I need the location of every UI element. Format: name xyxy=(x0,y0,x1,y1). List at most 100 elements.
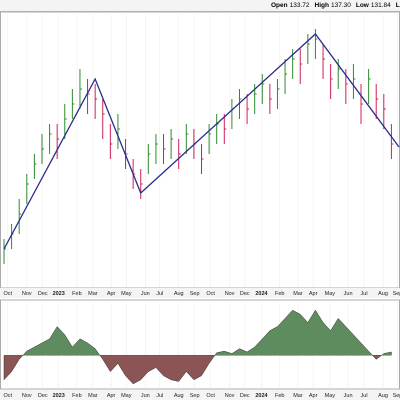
x-tick-label: 2023 xyxy=(53,291,65,297)
x-tick-label: Jul xyxy=(361,291,368,297)
x-tick-label: Aug xyxy=(174,291,184,297)
x-tick-label: Mar xyxy=(88,291,98,297)
price-bar xyxy=(163,134,166,164)
header-value: 137.30 xyxy=(330,2,351,9)
price-bar xyxy=(299,49,303,84)
x-tick-label: Apr xyxy=(309,291,318,297)
oscillator-area-negative xyxy=(3,355,392,385)
header-label: Open xyxy=(271,2,288,9)
price-bar xyxy=(79,69,82,109)
price-bar xyxy=(3,239,6,264)
price-bar xyxy=(261,74,265,104)
x-tick-label: Aug xyxy=(378,291,388,297)
x-tick-label: Aug xyxy=(378,393,388,399)
x-tick-label: Nov xyxy=(22,393,32,399)
x-tick-label: 2024 xyxy=(255,291,268,297)
x-tick-label: Feb xyxy=(275,393,284,399)
header-value: 131.84 xyxy=(370,2,391,9)
price-bar xyxy=(330,64,333,99)
x-tick-label: Jul xyxy=(156,291,163,297)
price-bar xyxy=(11,224,14,249)
price-bar xyxy=(140,169,143,199)
x-tick-label: Dec xyxy=(240,393,250,399)
x-tick-label: Jun xyxy=(344,291,353,297)
price-bar xyxy=(117,114,120,149)
x-tick-label: Oct xyxy=(4,393,13,399)
price-bar xyxy=(216,114,219,144)
x-tick-label: Mar xyxy=(293,291,303,297)
price-bar xyxy=(94,84,98,119)
price-bar xyxy=(147,144,151,174)
price-bar xyxy=(64,104,67,139)
x-tick-label: Jun xyxy=(344,393,353,399)
price-bar xyxy=(208,124,212,154)
price-bar xyxy=(33,154,37,179)
x-tick-label: Feb xyxy=(72,291,81,297)
price-bar xyxy=(18,199,22,234)
price-bar xyxy=(170,129,174,159)
x-tick-label: Apr xyxy=(309,393,318,399)
price-bar xyxy=(231,99,234,129)
price-bar xyxy=(360,84,364,124)
price-bar xyxy=(368,69,371,104)
price-bar xyxy=(390,124,394,159)
x-tick-label: Mar xyxy=(88,393,98,399)
price-bar xyxy=(201,144,204,174)
x-tick-label: Oct xyxy=(206,393,215,399)
x-axis-strip xyxy=(0,390,400,400)
x-tick-label: Sep xyxy=(190,393,200,399)
header-label: Last xyxy=(395,2,400,9)
price-bar xyxy=(26,174,29,204)
x-tick-label: Apr xyxy=(107,291,116,297)
oscillator-area-positive xyxy=(3,309,392,356)
price-bar xyxy=(337,59,341,89)
price-bar xyxy=(284,59,288,94)
x-tick-label: Dec xyxy=(38,393,48,399)
x-tick-label: May xyxy=(325,291,336,297)
price-bar xyxy=(238,89,242,119)
x-tick-label: Nov xyxy=(225,393,235,399)
x-tick-label: Jun xyxy=(141,291,150,297)
price-bar xyxy=(155,134,158,164)
price-bar xyxy=(246,94,250,124)
x-tick-label: Jul xyxy=(156,393,163,399)
x-tick-label: Mar xyxy=(293,393,303,399)
x-tick-label: May xyxy=(121,291,132,297)
x-tick-label: Aug xyxy=(174,393,184,399)
price-bar xyxy=(102,99,105,139)
x-tick-label: Dec xyxy=(38,291,48,297)
header-label: High xyxy=(314,2,329,9)
price-bar xyxy=(375,84,379,119)
x-tick-label: Oct xyxy=(206,291,215,297)
price-bar xyxy=(41,134,44,164)
x-tick-label: Nov xyxy=(22,291,32,297)
x-tick-label: May xyxy=(325,393,336,399)
x-tick-label: Nov xyxy=(225,291,235,297)
price-bar xyxy=(276,79,280,109)
price-bar xyxy=(345,69,348,104)
price-panel xyxy=(0,11,400,289)
price-bar xyxy=(56,124,60,159)
x-tick-label: 2023 xyxy=(53,393,65,399)
price-bar xyxy=(383,94,386,129)
price-bar xyxy=(307,34,310,64)
price-bar xyxy=(178,139,181,169)
x-tick-label: Sep xyxy=(190,291,200,297)
x-tick-label: May xyxy=(121,393,132,399)
price-bar xyxy=(109,124,113,159)
x-tick-label: Feb xyxy=(72,393,81,399)
x-axis-strip xyxy=(0,288,400,298)
header-label: Low xyxy=(355,2,369,9)
x-tick-label: Jun xyxy=(141,393,150,399)
price-bar xyxy=(87,79,90,114)
price-bar xyxy=(352,64,356,99)
x-tick-label: Sep xyxy=(393,291,400,297)
price-bar xyxy=(322,44,326,79)
x-tick-label: Oct xyxy=(4,291,13,297)
zigzag-line xyxy=(3,33,400,250)
x-tick-label: Jul xyxy=(361,393,368,399)
x-tick-label: Sep xyxy=(393,393,400,399)
x-tick-label: Apr xyxy=(107,393,116,399)
